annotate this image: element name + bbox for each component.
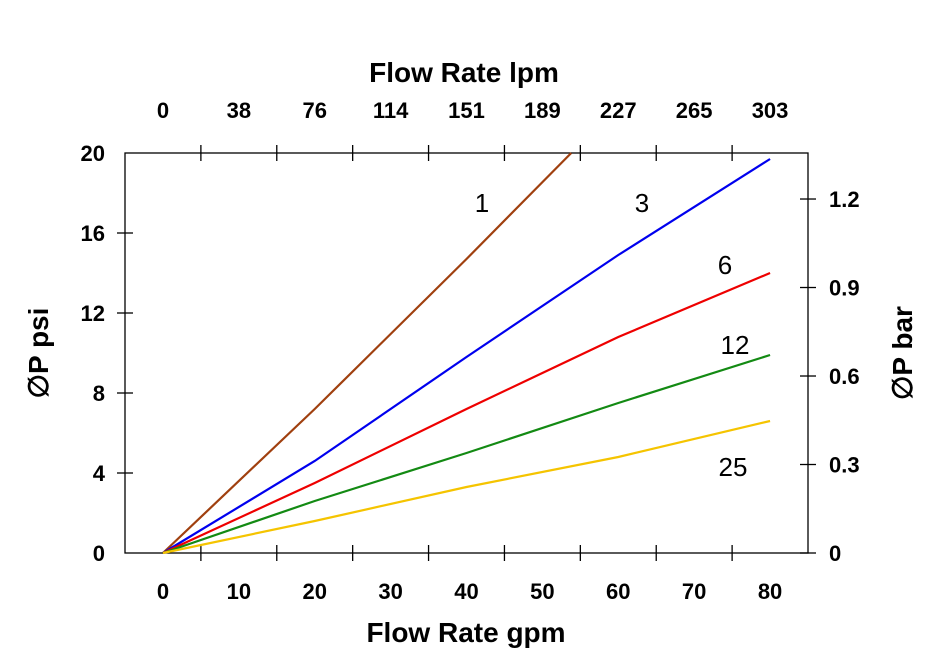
y-tick-label: 12 bbox=[81, 301, 105, 326]
x-tick-label: 50 bbox=[530, 579, 554, 604]
x2-tick-label: 76 bbox=[302, 98, 326, 123]
plot-frame bbox=[124, 152, 809, 554]
y2-tick-label: 0.6 bbox=[829, 364, 860, 389]
y-tick-label: 16 bbox=[81, 221, 105, 246]
x-tick-label: 30 bbox=[378, 579, 402, 604]
x-tick-label: 60 bbox=[606, 579, 630, 604]
y2-tick-label: 0.9 bbox=[829, 276, 860, 301]
series-label-1: 1 bbox=[475, 188, 489, 218]
series-line-25 bbox=[162, 419, 771, 555]
series-line-12 bbox=[162, 353, 771, 555]
y-tick-label: 0 bbox=[93, 541, 105, 566]
y2-tick-label: 0.3 bbox=[829, 453, 860, 478]
series-label-6: 6 bbox=[718, 250, 732, 280]
x2-tick-label: 265 bbox=[676, 98, 713, 123]
y2-axis-title: ∅P bar bbox=[887, 306, 918, 400]
series-line-6 bbox=[162, 271, 771, 554]
x2-axis-title: Flow Rate lpm bbox=[369, 57, 559, 88]
x-tick-label: 20 bbox=[302, 579, 326, 604]
x-axis-title: Flow Rate gpm bbox=[366, 617, 565, 648]
x-tick-label: 40 bbox=[454, 579, 478, 604]
y-tick-label: 8 bbox=[93, 381, 105, 406]
x2-tick-label: 189 bbox=[524, 98, 561, 123]
series-label-25: 25 bbox=[719, 452, 748, 482]
x-tick-label: 10 bbox=[227, 579, 251, 604]
y2-tick-label: 0 bbox=[829, 541, 841, 566]
y-tick-label: 20 bbox=[81, 141, 105, 166]
x2-tick-label: 227 bbox=[600, 98, 637, 123]
x2-tick-label: 151 bbox=[448, 98, 485, 123]
series-label-12: 12 bbox=[721, 330, 750, 360]
x-tick-label: 80 bbox=[758, 579, 782, 604]
y-tick-label: 4 bbox=[93, 461, 106, 486]
x-tick-label: 0 bbox=[157, 579, 169, 604]
x2-tick-label: 0 bbox=[157, 98, 169, 123]
series-line-1 bbox=[162, 152, 573, 554]
y-axis-title: ∅P psi bbox=[23, 308, 54, 399]
x2-tick-label: 303 bbox=[752, 98, 789, 123]
x2-tick-label: 114 bbox=[373, 98, 409, 123]
y2-tick-label: 1.2 bbox=[829, 187, 860, 212]
series-line-3 bbox=[162, 158, 771, 554]
series-label-3: 3 bbox=[635, 188, 649, 218]
x-tick-label: 70 bbox=[682, 579, 706, 604]
x2-tick-label: 38 bbox=[227, 98, 251, 123]
